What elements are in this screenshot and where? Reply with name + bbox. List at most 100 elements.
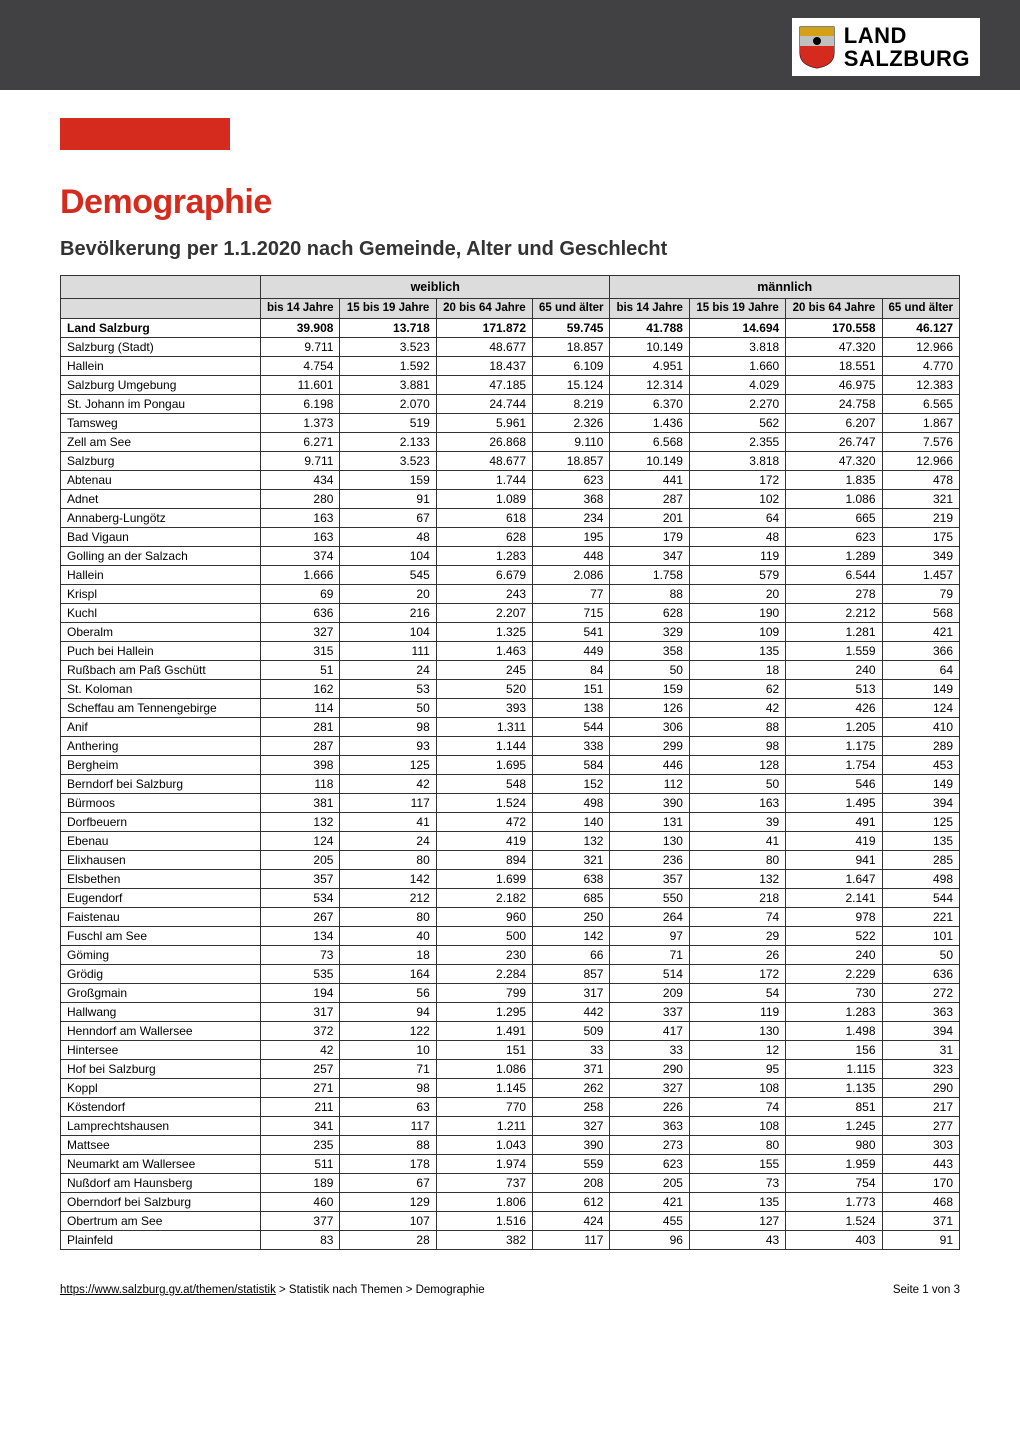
cell: 135 xyxy=(689,642,785,661)
row-label: Göming xyxy=(61,946,261,965)
row-label: Rußbach am Paß Gschütt xyxy=(61,661,261,680)
cell: 66 xyxy=(533,946,610,965)
cell: 2.355 xyxy=(689,433,785,452)
cell: 636 xyxy=(882,965,959,984)
cell: 665 xyxy=(786,509,882,528)
cell: 98 xyxy=(689,737,785,756)
cell: 138 xyxy=(533,699,610,718)
row-label: Hallwang xyxy=(61,1003,261,1022)
table-row: Abtenau4341591.7446234411721.835478 xyxy=(61,471,960,490)
cell: 612 xyxy=(533,1193,610,1212)
cell: 18.437 xyxy=(436,357,532,376)
cell: 9.110 xyxy=(533,433,610,452)
table-row: Elsbethen3571421.6996383571321.647498 xyxy=(61,870,960,889)
table-row: St. Johann im Pongau6.1982.07024.7448.21… xyxy=(61,395,960,414)
cell: 6.198 xyxy=(261,395,340,414)
cell: 114 xyxy=(261,699,340,718)
cell: 289 xyxy=(882,737,959,756)
cell: 14.694 xyxy=(689,319,785,338)
cell: 321 xyxy=(533,851,610,870)
cell: 18 xyxy=(689,661,785,680)
cell: 737 xyxy=(436,1174,532,1193)
cell: 219 xyxy=(882,509,959,528)
cell: 371 xyxy=(533,1060,610,1079)
cell: 1.145 xyxy=(436,1079,532,1098)
cell: 46.975 xyxy=(786,376,882,395)
table-row: Golling an der Salzach3741041.2834483471… xyxy=(61,547,960,566)
cell: 327 xyxy=(533,1117,610,1136)
cell: 1.758 xyxy=(610,566,689,585)
cell: 299 xyxy=(610,737,689,756)
table-row: Oberalm3271041.3255413291091.281421 xyxy=(61,623,960,642)
cell: 132 xyxy=(261,813,340,832)
row-label: Bergheim xyxy=(61,756,261,775)
cell: 941 xyxy=(786,851,882,870)
row-label: Land Salzburg xyxy=(61,319,261,338)
cell: 446 xyxy=(610,756,689,775)
page-title: Demographie xyxy=(60,183,960,222)
row-label: Elixhausen xyxy=(61,851,261,870)
cell: 71 xyxy=(610,946,689,965)
cell: 79 xyxy=(882,585,959,604)
cell: 1.205 xyxy=(786,718,882,737)
cell: 520 xyxy=(436,680,532,699)
cell: 149 xyxy=(882,775,959,794)
cell: 88 xyxy=(340,1136,436,1155)
cell: 6.565 xyxy=(882,395,959,414)
cell: 208 xyxy=(533,1174,610,1193)
red-stripe xyxy=(60,118,230,150)
cell: 24 xyxy=(340,832,436,851)
cell: 1.806 xyxy=(436,1193,532,1212)
footer-link[interactable]: https://www.salzburg.gv.at/themen/statis… xyxy=(60,1284,276,1296)
cell: 442 xyxy=(533,1003,610,1022)
table-row: Hallein4.7541.59218.4376.1094.9511.66018… xyxy=(61,357,960,376)
cell: 519 xyxy=(340,414,436,433)
cell: 170 xyxy=(882,1174,959,1193)
logo-text: LAND SALZBURG xyxy=(844,24,970,70)
cell: 424 xyxy=(533,1212,610,1231)
cell: 443 xyxy=(882,1155,959,1174)
group-header-maennlich: männlich xyxy=(610,276,960,299)
table-row: Adnet280911.0893682871021.086321 xyxy=(61,490,960,509)
cell: 50 xyxy=(610,661,689,680)
cell: 156 xyxy=(786,1041,882,1060)
cell: 514 xyxy=(610,965,689,984)
table-row: Neumarkt am Wallersee5111781.97455962315… xyxy=(61,1155,960,1174)
row-label: Eugendorf xyxy=(61,889,261,908)
sub-header-w-15bis19: 15 bis 19 Jahre xyxy=(340,299,436,319)
cell: 368 xyxy=(533,490,610,509)
cell: 53 xyxy=(340,680,436,699)
cell: 448 xyxy=(533,547,610,566)
sub-header-m-15bis19: 15 bis 19 Jahre xyxy=(689,299,785,319)
cell: 337 xyxy=(610,1003,689,1022)
cell: 317 xyxy=(261,1003,340,1022)
cell: 20 xyxy=(340,585,436,604)
cell: 363 xyxy=(610,1117,689,1136)
cell: 329 xyxy=(610,623,689,642)
cell: 6.109 xyxy=(533,357,610,376)
table-row: Hintersee421015133331215631 xyxy=(61,1041,960,1060)
cell: 94 xyxy=(340,1003,436,1022)
cell: 498 xyxy=(882,870,959,889)
cell: 715 xyxy=(533,604,610,623)
cell: 541 xyxy=(533,623,610,642)
cell: 18 xyxy=(340,946,436,965)
row-label: Dorfbeuern xyxy=(61,813,261,832)
cell: 221 xyxy=(882,908,959,927)
table-body: Land Salzburg39.90813.718171.87259.74541… xyxy=(61,319,960,1250)
table-row: Plainfeld8328382117964340391 xyxy=(61,1231,960,1250)
row-label: Berndorf bei Salzburg xyxy=(61,775,261,794)
cell: 273 xyxy=(610,1136,689,1155)
cell: 98 xyxy=(340,718,436,737)
cell: 117 xyxy=(340,1117,436,1136)
table-row: Scheffau am Tennengebirge114503931381264… xyxy=(61,699,960,718)
cell: 209 xyxy=(610,984,689,1003)
cell: 1.516 xyxy=(436,1212,532,1231)
cell: 960 xyxy=(436,908,532,927)
cell: 271 xyxy=(261,1079,340,1098)
cell: 83 xyxy=(261,1231,340,1250)
cell: 1.325 xyxy=(436,623,532,642)
cell: 56 xyxy=(340,984,436,1003)
cell: 26.747 xyxy=(786,433,882,452)
page-subtitle: Bevölkerung per 1.1.2020 nach Gemeinde, … xyxy=(60,238,960,261)
